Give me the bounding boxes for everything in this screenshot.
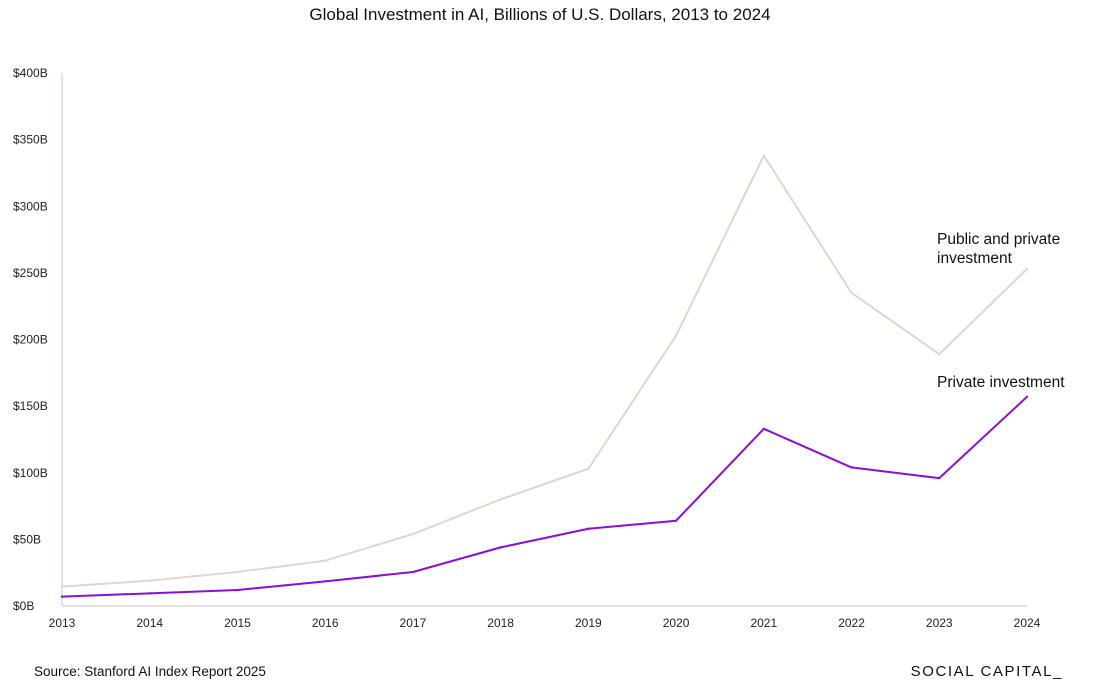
y-tick-label: $200B <box>13 333 48 347</box>
data-point-public-and-private-investment <box>148 579 151 582</box>
y-tick-label: $0B <box>13 599 34 613</box>
data-point-private-investment <box>60 595 64 598</box>
data-point-private-investment <box>323 580 327 583</box>
series-line-private-investment <box>61 396 1028 598</box>
x-tick-label: 2015 <box>224 616 251 630</box>
annotation-private-line-1: Private investment <box>937 374 1065 391</box>
annotation-public-line-1: Public and private <box>937 231 1060 248</box>
x-tick-label: 2021 <box>750 616 777 630</box>
data-point-private-investment <box>938 476 941 480</box>
annotation-private-investment: Private investment <box>937 374 1065 391</box>
y-tick-label: $350B <box>13 133 48 147</box>
data-point-public-and-private-investment <box>323 559 327 562</box>
x-tick-label: 2016 <box>312 616 339 630</box>
x-tick-label: 2024 <box>1014 616 1041 630</box>
series-points <box>60 154 1029 598</box>
data-point-public-and-private-investment <box>499 498 502 501</box>
data-point-public-and-private-investment <box>938 352 941 356</box>
y-tick-label: $100B <box>13 466 48 480</box>
series-line-public-and-private-investment <box>61 154 1028 588</box>
x-axis-tick-labels: 2013 2014 2015 2016 2017 2018 2019 2020 2021 2022… <box>49 616 1041 630</box>
x-tick-label: 2019 <box>575 616 602 630</box>
data-point-public-and-private-investment <box>411 532 415 536</box>
annotation-public-and-private-investment: Public and private investment <box>937 231 1065 267</box>
brand-logo-text: SOCIAL CAPITAL_ <box>911 663 1063 680</box>
data-point-public-and-private-investment <box>850 291 853 295</box>
data-point-private-investment <box>850 466 853 469</box>
y-tick-label: $300B <box>13 199 48 213</box>
x-tick-label: 2023 <box>926 616 953 630</box>
data-point-public-and-private-investment <box>60 585 64 588</box>
data-point-private-investment <box>587 527 590 530</box>
x-tick-label: 2022 <box>838 616 865 630</box>
y-tick-label: $50B <box>13 532 41 546</box>
x-tick-label: 2018 <box>487 616 514 630</box>
data-point-private-investment <box>674 519 678 522</box>
data-point-public-and-private-investment <box>587 467 590 470</box>
y-tick-label: $250B <box>13 266 48 280</box>
data-point-public-and-private-investment <box>236 570 239 574</box>
data-point-private-investment <box>1025 395 1029 398</box>
data-point-private-investment <box>762 427 766 430</box>
chart-title: Global Investment in AI, Billions of U.S… <box>309 5 770 24</box>
data-point-public-and-private-investment <box>674 334 678 337</box>
data-point-private-investment <box>499 546 502 549</box>
source-note: Source: Stanford AI Index Report 2025 <box>34 664 266 679</box>
data-point-private-investment <box>148 592 151 595</box>
y-axis-tick-labels: $0B $50B $100B $150B $200B $250B $300B $350B $40… <box>13 66 48 613</box>
x-tick-label: 2020 <box>663 616 690 630</box>
annotation-public-line-2: investment <box>937 250 1013 267</box>
x-tick-label: 2017 <box>400 616 427 630</box>
y-tick-label: $150B <box>13 399 48 413</box>
data-point-public-and-private-investment <box>1025 267 1029 271</box>
y-tick-label: $400B <box>13 66 48 80</box>
data-point-private-investment <box>236 588 239 592</box>
x-tick-label: 2013 <box>49 616 76 630</box>
data-point-public-and-private-investment <box>762 154 766 157</box>
data-point-private-investment <box>411 570 415 574</box>
x-tick-label: 2014 <box>136 616 163 630</box>
